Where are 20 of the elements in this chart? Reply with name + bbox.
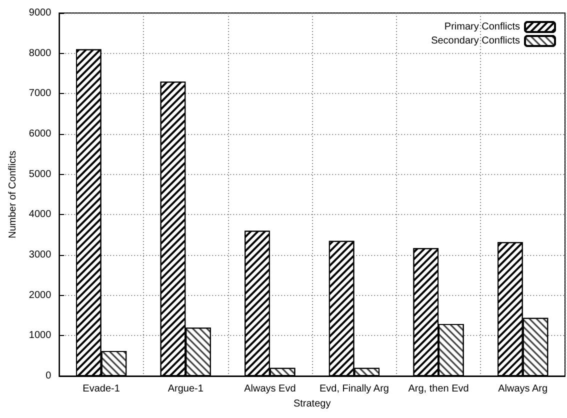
x-axis-title: Strategy: [293, 398, 331, 410]
y-tick-label: 3000: [28, 250, 52, 260]
x-tick-label: Argue-1: [168, 384, 204, 394]
y-tick-label: 0: [46, 370, 52, 382]
x-tick-label: Always Evd: [244, 384, 296, 394]
y-tick-label: 5000: [28, 168, 52, 180]
y-tick-label: 9000: [28, 8, 52, 18]
y-tick-label: 4000: [28, 209, 52, 220]
x-tick-label: Evade-1: [82, 384, 120, 394]
y-tick-label: 1000: [28, 330, 52, 342]
x-tick-label: Arg, then Evd: [408, 384, 469, 394]
legend-label: Primary Conflicts: [444, 22, 520, 32]
y-tick-label: 8000: [28, 48, 52, 59]
y-tick-label: 6000: [28, 128, 52, 140]
x-tick-label: Evd, Finally Arg: [319, 384, 389, 394]
y-tick-label: 7000: [28, 88, 52, 100]
y-tick-label: 2000: [28, 290, 52, 301]
legend-label: Secondary Conflicts: [431, 36, 520, 46]
x-tick-label: Always Arg: [498, 384, 548, 394]
y-axis-title: Number of Conflicts: [8, 150, 18, 238]
